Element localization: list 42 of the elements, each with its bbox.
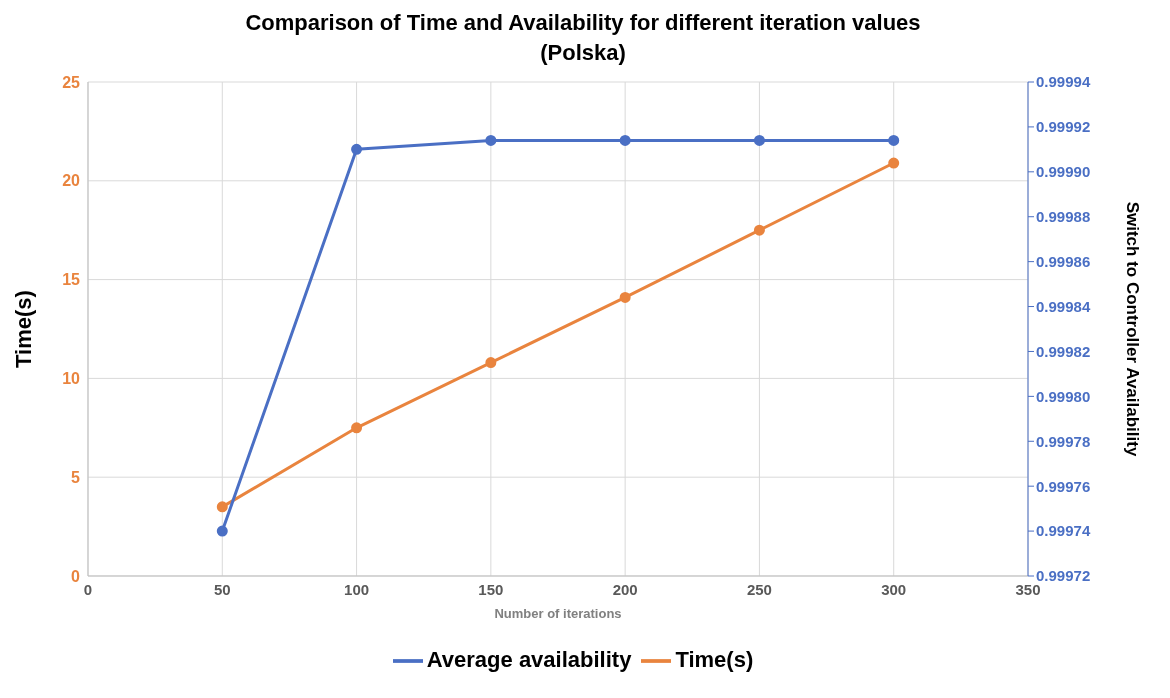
y2-tick-label: 0.99990: [1036, 163, 1091, 181]
point: [619, 134, 631, 146]
point: [888, 157, 900, 169]
point: [485, 357, 497, 369]
point: [753, 134, 765, 146]
point: [216, 525, 228, 537]
point: [619, 291, 631, 303]
x-tick-label: 200: [612, 580, 638, 598]
x-axis-title: Number of iterations: [494, 606, 622, 621]
y-tick-label: 5: [71, 468, 81, 486]
x-tick-label: 0: [83, 580, 93, 598]
x-tick-label: 50: [213, 580, 231, 598]
y-tick-label: 0: [71, 567, 81, 585]
point: [485, 134, 497, 146]
y2-tick-label: 0.99986: [1036, 252, 1091, 270]
y-tick-label: 10: [62, 370, 81, 388]
y2-tick-label: 0.99976: [1036, 477, 1091, 495]
y2-tick-label: 0.99978: [1036, 432, 1091, 450]
point: [351, 422, 363, 434]
x-tick-label: 300: [881, 580, 907, 598]
y2-tick-label: 0.99994: [1036, 73, 1091, 91]
y-tick-label: 15: [62, 271, 81, 289]
y2-tick-label: 0.99982: [1036, 342, 1091, 360]
chart-title: Comparison of Time and Availability for different iteration values (Polska): [244, 9, 922, 67]
y2-tick-label: 0.99992: [1036, 118, 1091, 136]
legend-label: Average availability: [426, 646, 632, 672]
point: [753, 224, 765, 236]
point: [888, 134, 900, 146]
y2-tick-label: 0.99984: [1036, 297, 1091, 315]
y-tick-label: 25: [62, 73, 81, 91]
point: [216, 501, 228, 513]
x-tick-label: 150: [478, 580, 504, 598]
point: [351, 143, 363, 155]
y-axis-title: Time(s): [10, 290, 36, 368]
y2-tick-label: 0.99980: [1036, 387, 1091, 405]
y-tick-label: 20: [62, 172, 81, 190]
x-tick-label: 100: [344, 580, 370, 598]
y2-tick-label: 0.99988: [1036, 208, 1091, 226]
legend-label: Time(s): [675, 646, 754, 672]
y2-axis-title: Switch to Controller Availability: [1122, 201, 1142, 457]
x-tick-label: 250: [746, 580, 772, 598]
y2-tick-label: 0.99974: [1036, 522, 1091, 540]
